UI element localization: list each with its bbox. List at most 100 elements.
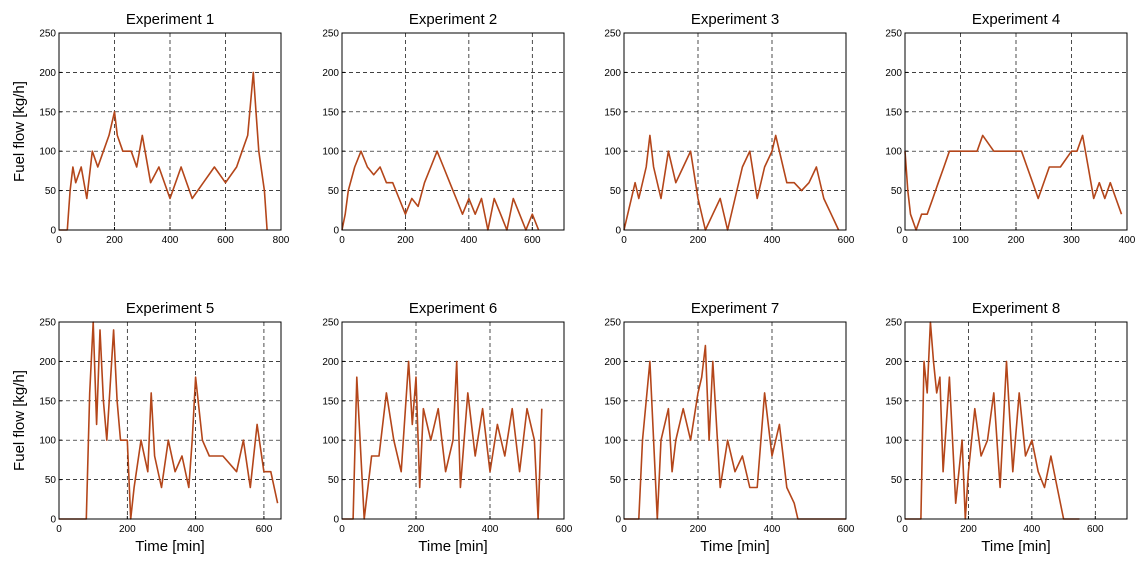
plot-frame [623, 32, 847, 231]
y-tick-label: 50 [45, 186, 57, 197]
x-tick-label: 200 [960, 524, 977, 535]
y-tick-label: 150 [39, 107, 56, 118]
y-tick-label: 100 [885, 436, 902, 447]
data-line [341, 150, 540, 231]
x-tick-label: 600 [217, 235, 234, 246]
y-tick-label: 50 [610, 475, 622, 486]
y-tick-label: 0 [333, 515, 339, 526]
data-line [623, 134, 840, 231]
x-tick-label: 0 [339, 235, 345, 246]
chart-title: Experiment 7 [691, 300, 779, 317]
y-tick-label: 200 [322, 68, 339, 79]
y-tick-label: 250 [604, 318, 621, 329]
y-tick-label: 100 [885, 147, 902, 158]
y-tick-label: 200 [322, 357, 339, 368]
data-line [59, 321, 279, 520]
x-tick-label: 600 [524, 235, 541, 246]
y-tick-label: 200 [604, 357, 621, 368]
y-tick-label: 250 [604, 29, 621, 40]
x-tick-label: 300 [1063, 235, 1080, 246]
y-tick-label: 150 [885, 107, 902, 118]
data-line [904, 134, 1123, 231]
y-tick-label: 250 [885, 318, 902, 329]
y-tick-label: 50 [891, 475, 903, 486]
x-tick-label: 400 [187, 524, 204, 535]
y-tick-label: 250 [322, 29, 339, 40]
x-tick-label: 400 [1119, 235, 1136, 246]
y-tick-label: 250 [39, 318, 56, 329]
y-tick-label: 200 [39, 68, 56, 79]
x-axis-label: Time [min] [135, 538, 204, 555]
x-tick-label: 400 [764, 524, 781, 535]
x-tick-label: 600 [838, 524, 855, 535]
plot-frame [58, 321, 282, 520]
y-tick-label: 0 [50, 515, 56, 526]
y-tick-label: 100 [604, 436, 621, 447]
y-tick-label: 200 [885, 68, 902, 79]
chart-title: Experiment 2 [409, 11, 497, 28]
x-tick-label: 400 [482, 524, 499, 535]
y-tick-label: 50 [891, 186, 903, 197]
y-tick-label: 250 [322, 318, 339, 329]
x-tick-label: 400 [461, 235, 478, 246]
x-tick-label: 400 [162, 235, 179, 246]
chart-title: Experiment 4 [972, 11, 1060, 28]
x-tick-label: 400 [764, 235, 781, 246]
y-tick-label: 50 [328, 475, 340, 486]
y-tick-label: 50 [328, 186, 340, 197]
y-tick-label: 100 [39, 147, 56, 158]
y-tick-label: 0 [615, 226, 621, 237]
y-tick-label: 150 [39, 396, 56, 407]
x-tick-label: 600 [1087, 524, 1104, 535]
y-tick-label: 200 [885, 357, 902, 368]
x-tick-label: 600 [838, 235, 855, 246]
y-tick-label: 0 [896, 515, 902, 526]
data-line [342, 360, 543, 520]
y-tick-label: 200 [39, 357, 56, 368]
y-axis-label: Fuel flow [kg/h] [11, 370, 28, 471]
x-tick-label: 100 [952, 235, 969, 246]
y-axis-label: Fuel flow [kg/h] [11, 81, 28, 182]
data-line [905, 321, 1080, 520]
y-tick-label: 50 [45, 475, 57, 486]
y-tick-label: 0 [333, 226, 339, 237]
plot-frame [623, 321, 847, 520]
x-tick-label: 400 [1024, 524, 1041, 535]
data-line [59, 71, 268, 231]
chart-title: Experiment 5 [126, 300, 214, 317]
plot-area [905, 322, 1127, 519]
x-tick-label: 200 [1008, 235, 1025, 246]
data-line [624, 344, 846, 520]
y-tick-label: 100 [322, 436, 339, 447]
x-axis-label: Time [min] [981, 538, 1050, 555]
y-tick-label: 150 [604, 107, 621, 118]
x-tick-label: 800 [273, 235, 290, 246]
x-tick-label: 0 [621, 524, 627, 535]
y-tick-label: 100 [322, 147, 339, 158]
x-tick-label: 0 [56, 235, 62, 246]
y-tick-label: 250 [39, 29, 56, 40]
x-tick-label: 0 [902, 235, 908, 246]
plot-area [624, 322, 846, 519]
y-tick-label: 150 [322, 396, 339, 407]
x-tick-label: 0 [621, 235, 627, 246]
y-tick-label: 100 [39, 436, 56, 447]
plot-frame [58, 32, 282, 231]
plot-area [342, 322, 564, 519]
chart-title: Experiment 3 [691, 11, 779, 28]
x-axis-label: Time [min] [700, 538, 769, 555]
y-tick-label: 0 [50, 226, 56, 237]
x-tick-label: 200 [397, 235, 414, 246]
x-tick-label: 200 [690, 235, 707, 246]
chart-title: Experiment 1 [126, 11, 214, 28]
plot-frame [904, 32, 1128, 231]
y-tick-label: 0 [896, 226, 902, 237]
x-tick-label: 200 [690, 524, 707, 535]
x-tick-label: 600 [256, 524, 273, 535]
plot-frame [341, 321, 565, 520]
chart-title: Experiment 6 [409, 300, 497, 317]
x-tick-label: 0 [339, 524, 345, 535]
y-tick-label: 0 [615, 515, 621, 526]
